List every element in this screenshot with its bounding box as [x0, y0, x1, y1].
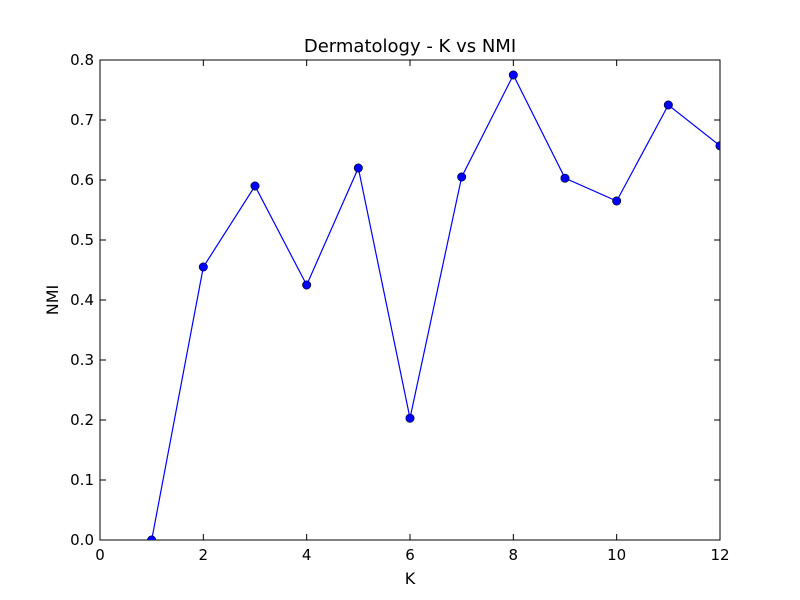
- data-point: [457, 172, 467, 182]
- series-line: [151, 73, 720, 540]
- x-tick-label: 12: [710, 546, 729, 564]
- data-point: [715, 141, 720, 151]
- y-axis-label: NMI: [43, 285, 62, 316]
- y-tick-label: 0.8: [70, 51, 94, 69]
- y-tick-label: 0.3: [70, 351, 94, 369]
- x-tick-label: 8: [509, 546, 519, 564]
- x-axis: 0 2 4 6 8 10 12: [95, 60, 730, 564]
- x-tick-label: 6: [405, 546, 415, 564]
- data-point: [612, 196, 622, 206]
- series-layer: [147, 70, 720, 540]
- y-tick-label: 0.1: [70, 471, 94, 489]
- data-point: [353, 163, 363, 173]
- y-tick-label: 0.0: [70, 531, 94, 549]
- y-axis: 0.0 0.1 0.2 0.3 0.4 0.5 0.6 0.7 0.8: [70, 51, 720, 549]
- x-tick-label: 10: [607, 546, 626, 564]
- data-point: [663, 100, 673, 110]
- x-tick-label: 2: [199, 546, 209, 564]
- series-0: [147, 70, 720, 540]
- data-point: [198, 262, 208, 272]
- x-tick-label: 0: [95, 546, 105, 564]
- x-tick-label: 4: [302, 546, 312, 564]
- data-point: [560, 173, 570, 183]
- chart-title: Dermatology - K vs NMI: [304, 36, 516, 57]
- y-tick-label: 0.4: [70, 291, 94, 309]
- data-point: [405, 413, 415, 423]
- x-axis-label: K: [405, 569, 416, 588]
- data-point: [147, 535, 157, 540]
- y-tick-label: 0.5: [70, 231, 94, 249]
- data-point: [508, 70, 518, 80]
- plot-area: 0 2 4 6 8 10 12 0.0 0.1 0.2 0.3 0.4 0.5 0.6 0.7 0.8: [70, 51, 729, 564]
- y-tick-label: 0.6: [70, 171, 94, 189]
- y-tick-label: 0.7: [70, 111, 94, 129]
- y-tick-label: 0.2: [70, 411, 94, 429]
- data-point: [302, 280, 312, 290]
- data-point: [250, 181, 260, 191]
- axes-frame: [99, 59, 721, 541]
